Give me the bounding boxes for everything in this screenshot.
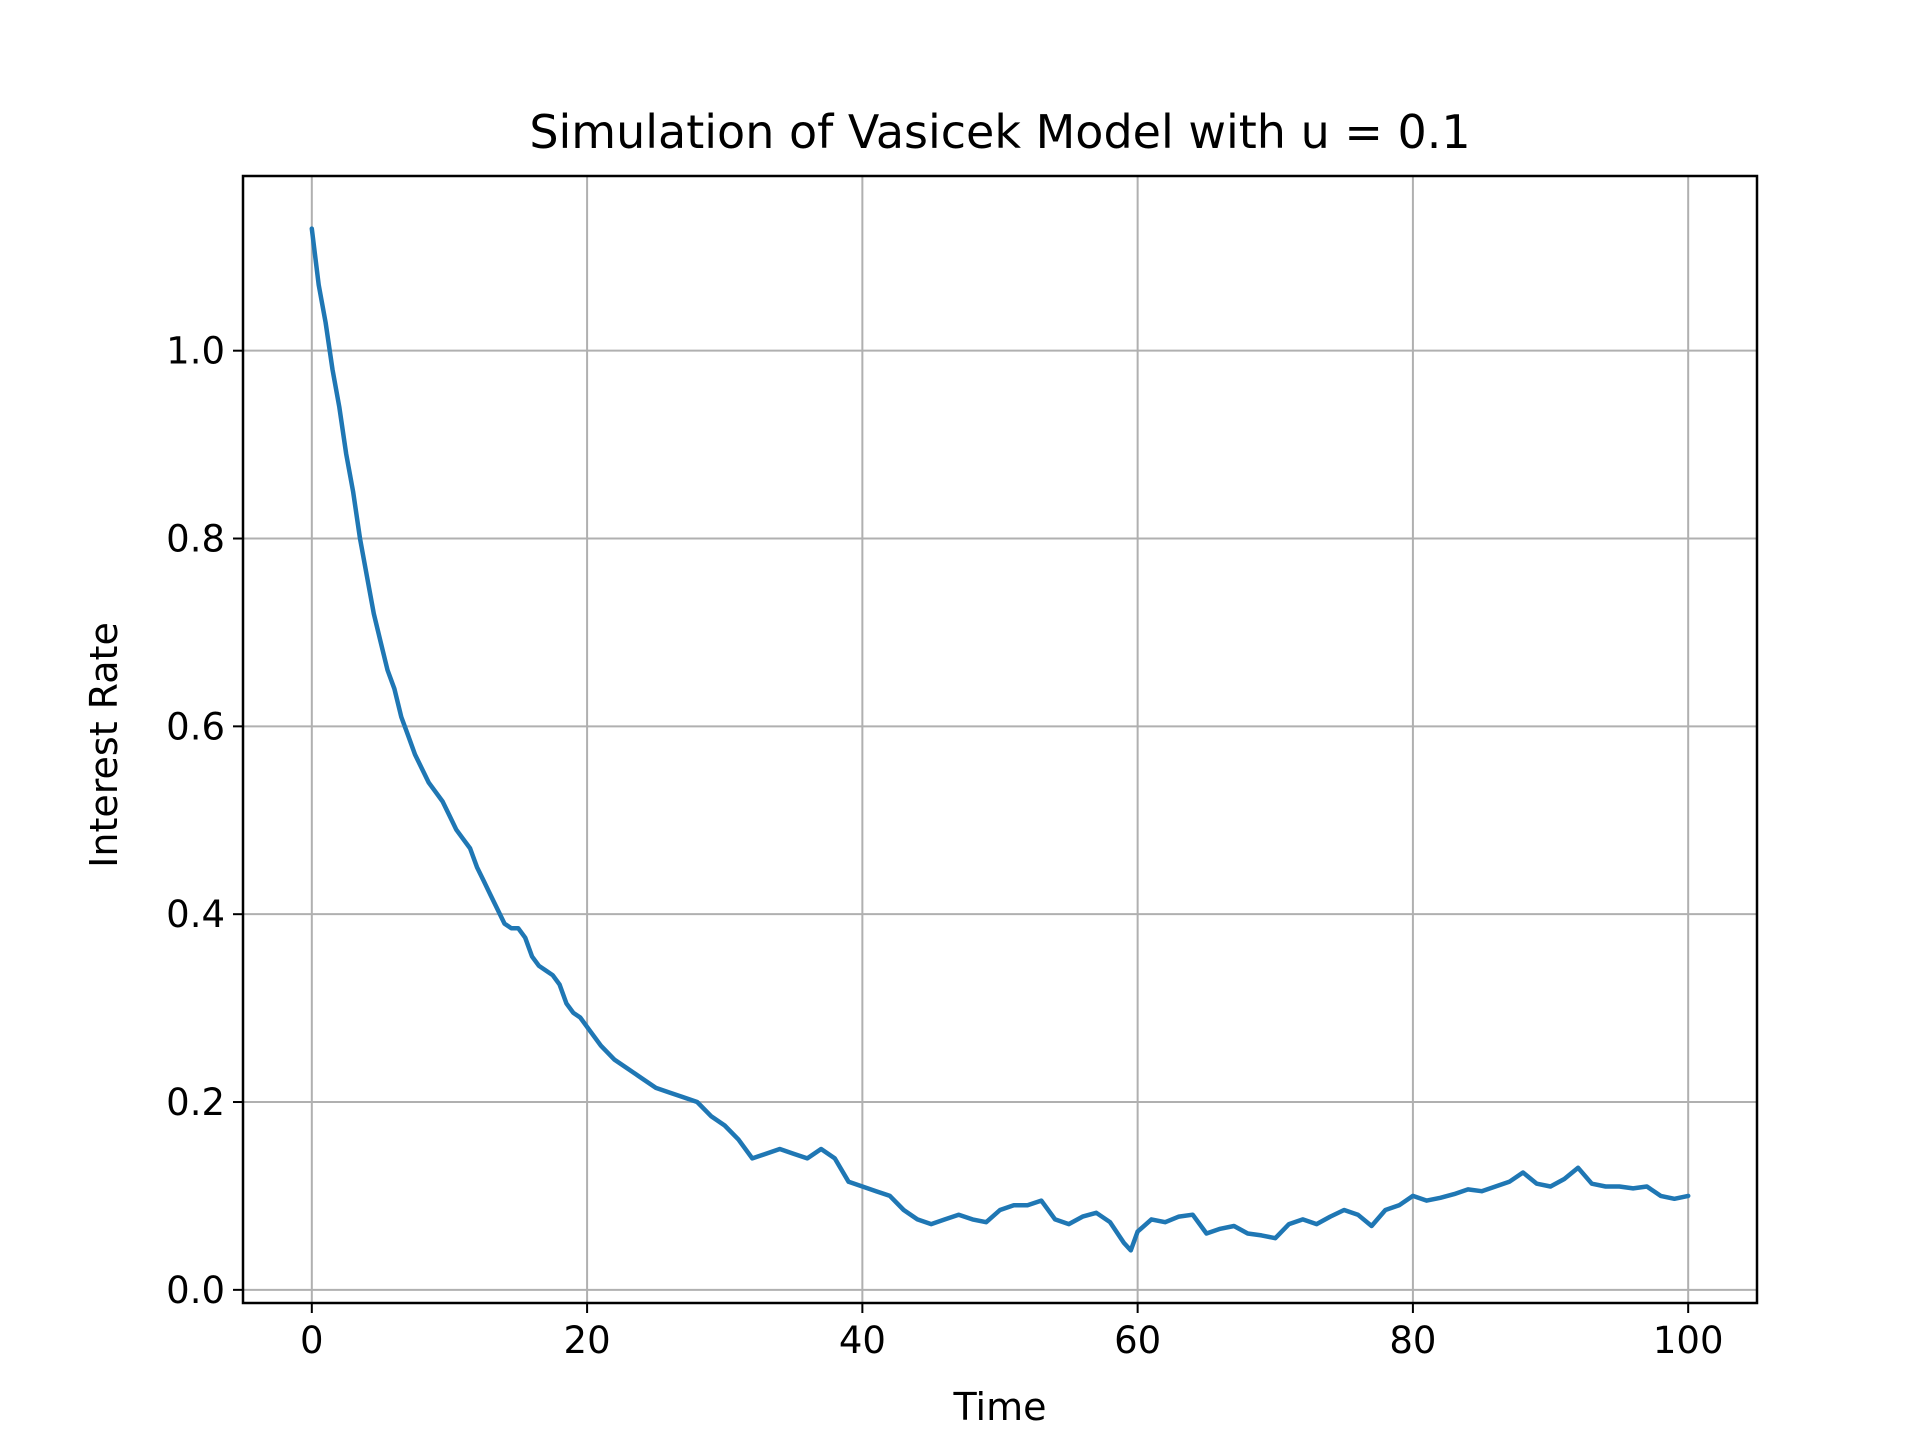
x-tick-label: 0 — [300, 1319, 324, 1362]
x-tick-label: 40 — [839, 1319, 886, 1362]
y-tick-label: 0.2 — [166, 1081, 225, 1124]
grid — [243, 176, 1757, 1303]
x-tick-label: 20 — [564, 1319, 611, 1362]
chart-title: Simulation of Vasicek Model with u = 0.1 — [529, 105, 1470, 159]
y-axis-label: Interest Rate — [82, 622, 126, 868]
y-tick-label: 0.0 — [166, 1269, 225, 1312]
y-tick-label: 1.0 — [166, 330, 225, 373]
x-tick-label: 80 — [1389, 1319, 1436, 1362]
y-tick-label: 0.8 — [166, 518, 225, 561]
y-tick-label: 0.4 — [166, 893, 225, 936]
series-layer — [309, 226, 1691, 1253]
x-axis-label: Time — [953, 1385, 1047, 1429]
plot-frame — [241, 174, 1759, 1305]
series-line — [309, 226, 1691, 1253]
x-tick-label: 60 — [1114, 1319, 1161, 1362]
axis-ticks: 0 20 40 60 80 100 0.0 0.2 0.4 0.6 0.8 1.0 — [166, 330, 1723, 1362]
y-tick-label: 0.6 — [166, 705, 225, 748]
x-tick-label: 100 — [1653, 1319, 1724, 1362]
